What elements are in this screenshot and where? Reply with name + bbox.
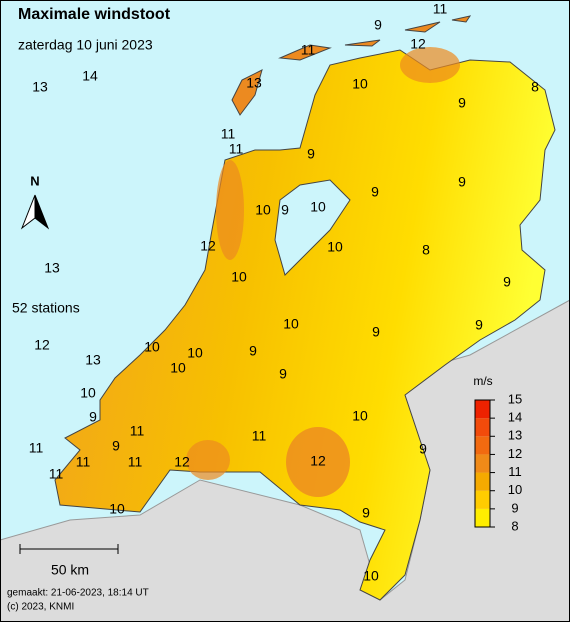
- footer-made: gemaakt: 21-06-2023, 18:14 UT: [7, 588, 149, 599]
- station-value: 8: [422, 242, 430, 258]
- station-value: 9: [419, 441, 427, 457]
- station-value: 11: [433, 1, 448, 17]
- legend-tick-label: 15: [508, 391, 522, 406]
- island: [404, 21, 441, 33]
- legend-band: [475, 490, 490, 509]
- station-value: 10: [231, 269, 247, 285]
- station-value: 11: [49, 466, 64, 482]
- station-value: 9: [89, 409, 97, 425]
- legend-tick-label: 14: [508, 410, 522, 425]
- wind-area: [400, 47, 460, 83]
- legend-band: [475, 436, 490, 455]
- station-value: 9: [281, 202, 289, 218]
- station-value: 9: [249, 343, 257, 359]
- station-value: 9: [279, 366, 287, 382]
- station-value: 9: [458, 174, 466, 190]
- station-value: 11: [301, 42, 316, 58]
- station-value: 12: [310, 453, 326, 469]
- station-value: 9: [458, 95, 466, 111]
- station-value: 9: [371, 184, 379, 200]
- station-value: 9: [475, 317, 483, 333]
- legend-unit: m/s: [473, 374, 492, 388]
- legend-band: [475, 418, 490, 437]
- station-value: 10: [283, 316, 299, 332]
- ijsselmeer: [274, 179, 351, 276]
- legend-tick-label: 11: [508, 464, 522, 479]
- wind-area: [186, 440, 230, 480]
- station-value: 10: [352, 76, 368, 92]
- station-value: 10: [363, 568, 379, 584]
- legend-tick-label: 12: [508, 446, 522, 461]
- station-value: 9: [112, 438, 120, 454]
- station-value: 9: [372, 324, 380, 340]
- station-value: 9: [362, 505, 370, 521]
- island: [278, 44, 332, 61]
- station-value: 9: [503, 274, 511, 290]
- legend-tick-label: 8: [511, 518, 518, 533]
- wind-area: [286, 427, 350, 497]
- scale-label: 50 km: [51, 562, 89, 578]
- north-arrow: [34, 194, 50, 230]
- station-value: 11: [76, 454, 91, 470]
- station-value: 9: [307, 146, 315, 162]
- station-value: 12: [410, 36, 426, 52]
- wind-area: [216, 160, 244, 260]
- station-value: 8: [531, 79, 539, 95]
- legend-band: [475, 454, 490, 473]
- station-value: 11: [252, 428, 267, 444]
- station-value: 10: [255, 202, 271, 218]
- station-value: 10: [187, 345, 203, 361]
- station-value: 10: [352, 408, 368, 424]
- station-value: 11: [128, 454, 143, 470]
- legend-tick-label: 13: [508, 428, 522, 443]
- legend-band: [475, 508, 490, 527]
- station-count: 52 stations: [12, 300, 80, 316]
- legend-border: [474, 399, 491, 528]
- station-value: 12: [34, 337, 50, 353]
- station-value: 11: [29, 440, 44, 456]
- station-value: 11: [229, 141, 244, 157]
- station-value: 11: [221, 126, 236, 142]
- north-label: N: [30, 173, 39, 188]
- station-value: 13: [44, 260, 60, 276]
- station-value: 12: [174, 454, 190, 470]
- netherlands-land: [54, 49, 556, 601]
- island: [344, 39, 381, 47]
- legend-tick-label: 9: [511, 500, 518, 515]
- station-value: 10: [310, 199, 326, 215]
- station-value: 12: [200, 238, 216, 254]
- station-value: 11: [130, 423, 145, 439]
- station-value: 9: [374, 17, 382, 33]
- station-value: 10: [170, 360, 186, 376]
- legend-band: [475, 472, 490, 491]
- island: [451, 15, 472, 23]
- subtitle: zaterdag 10 juni 2023: [18, 37, 153, 53]
- station-value: 13: [32, 79, 48, 95]
- station-value: 10: [109, 501, 125, 517]
- station-value: 10: [80, 385, 96, 401]
- station-value: 13: [85, 352, 101, 368]
- legend-tick-label: 10: [508, 482, 522, 497]
- station-value: 10: [144, 339, 160, 355]
- footer-copyright: (c) 2023, KNMI: [7, 602, 74, 613]
- station-value: 13: [246, 75, 262, 91]
- station-value: 14: [82, 68, 98, 84]
- island: [231, 69, 263, 116]
- station-value: 10: [327, 239, 343, 255]
- title: Maximale windstoot: [18, 6, 171, 23]
- legend-band: [475, 400, 490, 419]
